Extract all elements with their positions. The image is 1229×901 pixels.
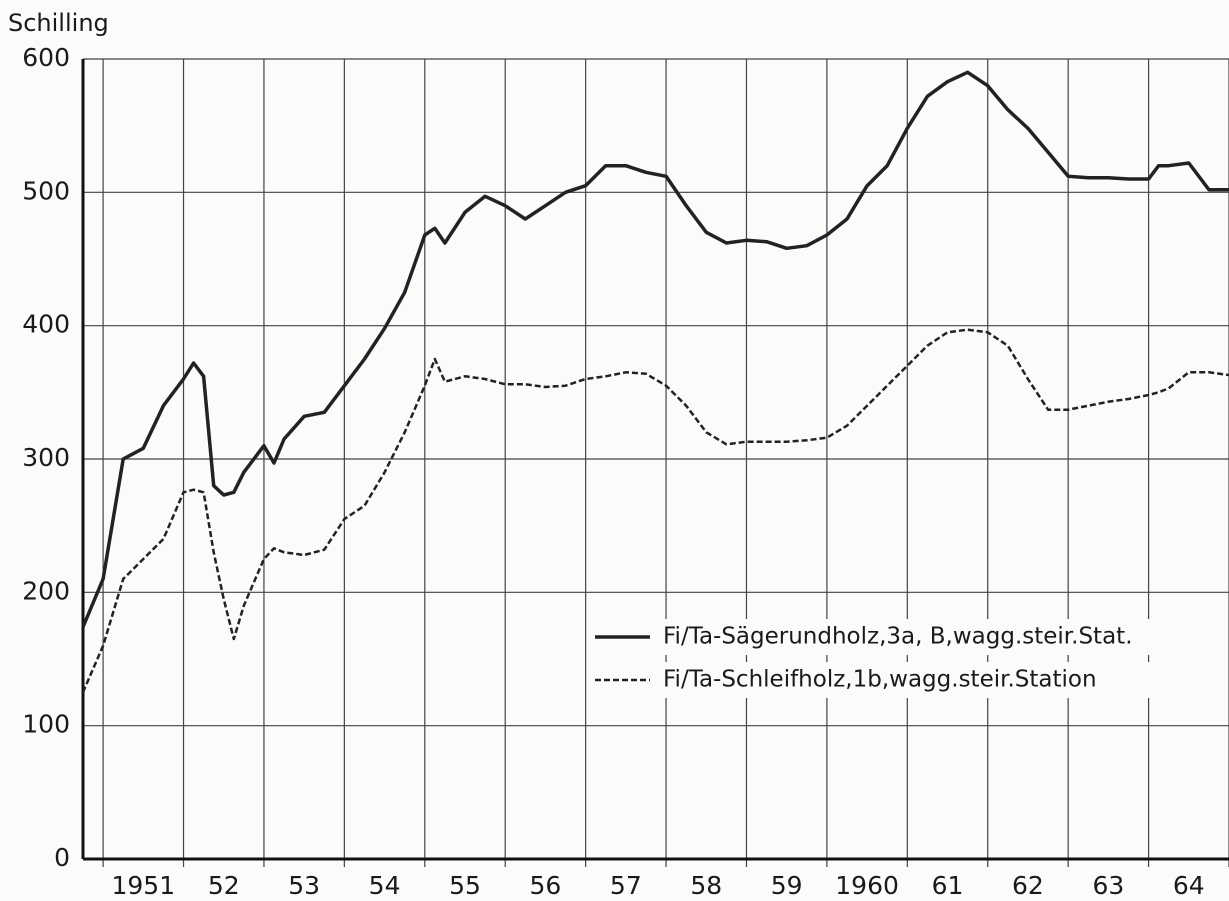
x-tick-label: 56 — [530, 871, 562, 900]
y-tick-label: 100 — [22, 710, 70, 739]
y-tick-label: 600 — [22, 43, 70, 72]
x-tick-label: 1951 — [112, 871, 176, 900]
x-tick-label: 57 — [610, 871, 642, 900]
x-tick-label: 61 — [932, 871, 964, 900]
x-tick-label: 63 — [1092, 871, 1124, 900]
legend-background — [591, 662, 1227, 698]
legend-background — [591, 619, 1227, 655]
y-tick-label: 500 — [22, 176, 70, 205]
y-tick-label: 0 — [54, 843, 70, 872]
legend-label: Fi/Ta-Sägerundholz,3a, B,wagg.steir.Stat… — [663, 624, 1133, 650]
x-tick-label: 64 — [1173, 871, 1205, 900]
y-tick-label: 400 — [22, 310, 70, 339]
x-tick-label: 58 — [690, 871, 722, 900]
series-line — [81, 70, 1229, 628]
y-tick-label: 200 — [22, 576, 70, 605]
x-tick-label: 55 — [449, 871, 481, 900]
y-axis-label: Schilling — [8, 9, 109, 37]
x-tick-label: 53 — [288, 871, 320, 900]
x-tick-label: 62 — [1012, 871, 1044, 900]
x-tick-label: 54 — [369, 871, 401, 900]
x-tick-label: 1960 — [835, 871, 899, 900]
x-tick-label: 59 — [771, 871, 803, 900]
series-line — [81, 328, 1229, 693]
y-tick-label: 300 — [22, 443, 70, 472]
legend-label: Fi/Ta-Schleifholz,1b,wagg.steir.Station — [663, 667, 1097, 693]
x-tick-label: 52 — [208, 871, 240, 900]
